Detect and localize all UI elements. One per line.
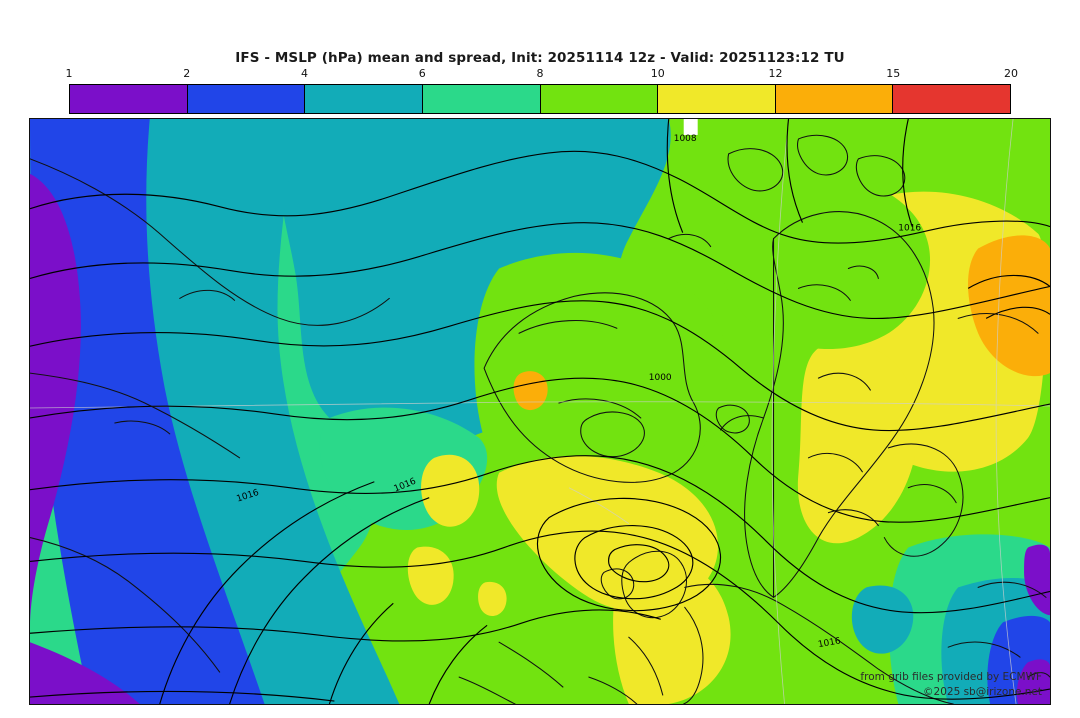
colorbar-band-15-20 — [893, 85, 1010, 113]
colorbar-band-4-6 — [305, 85, 423, 113]
colorbar-tick: 4 — [301, 67, 308, 80]
colorbar-tick: 1 — [65, 67, 73, 80]
colorbar-band-12-15 — [775, 85, 894, 113]
spread-shading-layer — [30, 119, 1050, 704]
colorbar-tick: 8 — [536, 67, 544, 80]
colorbar-tick: 6 — [418, 67, 426, 80]
colorbar-tick: 12 — [768, 67, 783, 80]
coastline-layer — [30, 134, 1050, 704]
contour-label-layer: 1016 1000 1016 1016 1008 1016 — [235, 134, 921, 650]
contour-label: 1016 — [898, 224, 921, 234]
colorbar-band-2-4 — [187, 85, 306, 113]
contour-label: 1016 — [817, 636, 842, 650]
colorbar-bands — [69, 84, 1011, 114]
contour-label: 1008 — [674, 134, 697, 144]
map-panel[interactable]: 1016 1000 1016 1016 1008 1016 from grib … — [29, 118, 1051, 705]
colorbar-band-10-12 — [658, 85, 776, 113]
colorbar-tick: 10 — [650, 67, 665, 80]
colorbar: 1 2 4 6 8 10 12 15 20 — [66, 67, 1018, 114]
colorbar-tick-labels: 1 2 4 6 8 10 12 15 20 — [65, 67, 1019, 83]
weather-map-canvas: 1016 1000 1016 1016 1008 1016 — [30, 119, 1050, 704]
colorbar-band-8-10 — [540, 85, 659, 113]
colorbar-band-6-8 — [422, 85, 541, 113]
isobar-layer — [30, 119, 1050, 704]
colorbar-band-1-2 — [70, 85, 188, 113]
colorbar-tick: 15 — [886, 67, 901, 80]
colorbar-tick: 2 — [183, 67, 191, 80]
contour-label: 1000 — [649, 373, 672, 383]
chart-title: IFS - MSLP (hPa) mean and spread, Init: … — [235, 50, 845, 66]
colorbar-tick: 20 — [1004, 67, 1018, 80]
